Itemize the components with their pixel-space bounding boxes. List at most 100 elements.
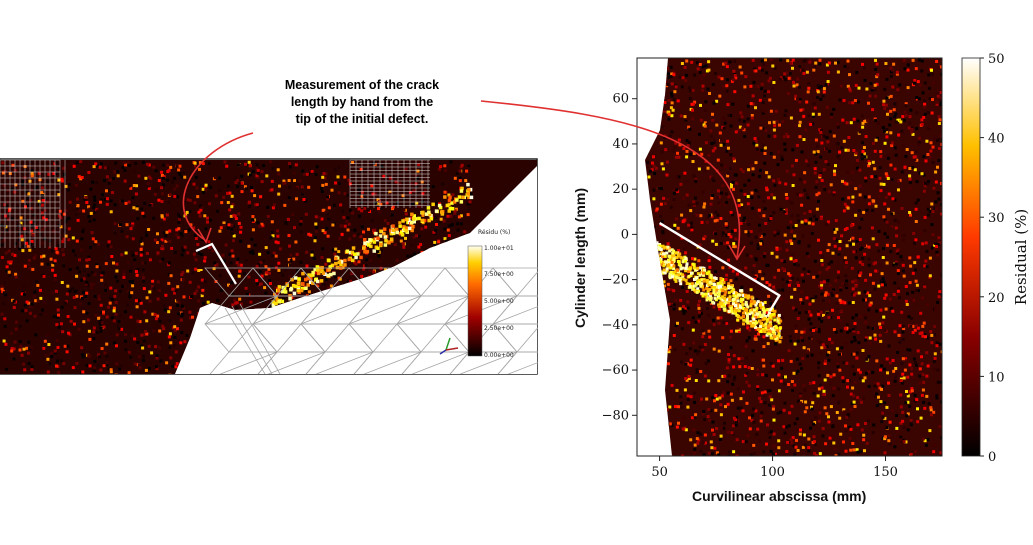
heatmap-cell [934,180,938,184]
heatmap-cell [773,183,777,187]
heatmap-cell [895,260,898,264]
left-colorbar-tick-3: 2.50e+00 [484,325,514,332]
left-residual-cell [288,162,292,165]
left-residual-cell [136,341,140,344]
heatmap-cell [848,242,852,246]
heatmap-cell [912,155,916,159]
left-residual-cell [120,364,123,367]
heatmap-cell [902,327,906,331]
left-residual-cell [124,348,128,352]
heatmap-cell [832,441,836,445]
left-residual-cell [30,174,34,178]
left-residual-cell [40,203,44,207]
heatmap-cell [899,393,903,397]
heatmap-cell [929,141,933,145]
heatmap-cell [801,234,805,238]
left-residual-cell [142,279,146,283]
left-residual-cell [230,223,234,227]
left-residual-cell [271,254,275,258]
heatmap-cell [760,240,764,244]
left-residual-cell [5,228,9,232]
heatmap-cell [698,345,702,349]
left-residual-cell [75,161,79,165]
heatmap-cell [900,129,904,133]
left-residual-cell [186,198,190,202]
heatmap-cell [722,126,726,130]
left-residual-cell [99,326,103,330]
heatmap-cell [894,367,898,370]
left-residual-cell [182,306,186,310]
left-residual-cell [31,267,35,271]
left-residual-cell [256,175,260,179]
left-residual-cell [5,269,9,273]
heatmap-cell [864,298,867,302]
heatmap-cell [701,440,705,444]
heatmap-cell [842,139,846,143]
heatmap-cell [711,420,715,424]
left-residual-cell [354,262,358,266]
left-residual-cell [260,274,264,278]
left-residual-cell [397,242,401,245]
heatmap-cell [935,92,939,96]
heatmap-cell [837,387,841,391]
left-residual-cell [87,171,91,174]
heatmap-cell [715,397,719,401]
heatmap-cell [909,108,913,112]
left-crack-cell [281,285,285,290]
left-residual-cell [296,269,300,272]
heatmap-cell [817,366,820,370]
heatmap-cell [748,416,751,420]
heatmap-cell [915,127,919,131]
left-residual-cell [147,344,151,348]
heatmap-cell [674,405,677,408]
heatmap-cell [885,128,889,131]
left-crack-cell [469,195,474,200]
heatmap-cell [896,289,900,293]
heatmap-cell [711,176,715,180]
left-residual-cell [399,239,403,243]
heatmap-cell [759,124,763,128]
heatmap-cell [853,338,857,342]
left-residual-cell [424,178,428,182]
left-residual-cell [60,179,64,183]
left-residual-cell [350,229,354,233]
left-residual-cell [320,217,324,221]
left-residual-cell [52,315,56,318]
left-residual-cell [258,252,262,256]
left-residual-cell [200,205,204,209]
heatmap-cell [792,173,796,177]
left-residual-cell [322,172,326,176]
heatmap-cell [922,116,926,119]
left-residual-cell [446,228,450,232]
heatmap-cell [938,342,942,346]
heatmap-cell [789,220,793,224]
left-residual-cell [119,200,123,204]
left-residual-cell [162,217,166,221]
heatmap-cell [814,327,818,331]
heatmap-cell [818,62,822,66]
heatmap-cell [890,141,894,145]
heatmap-cell [684,79,688,83]
heatmap-cell [757,332,760,336]
heatmap-cell [685,116,689,120]
left-residual-cell [294,256,298,260]
heatmap-cell [739,167,743,171]
left-crack-cell [290,277,294,282]
left-crack-cell [427,218,431,223]
left-residual-cell [82,310,86,314]
left-residual-cell [158,329,162,333]
left-residual-cell [7,217,11,221]
left-residual-cell [35,185,39,189]
heatmap-cell [861,262,865,266]
heatmap-cell [812,329,815,332]
left-residual-cell [268,298,272,302]
left-residual-cell [129,315,133,319]
left-residual-cell [199,183,203,187]
heatmap-cell [755,147,759,151]
left-residual-cell [161,257,165,261]
heatmap-cell [840,146,844,150]
heatmap-cell [784,182,788,186]
left-residual-cell [324,182,328,186]
heatmap-cell [917,97,921,101]
left-residual-cell [92,205,96,209]
